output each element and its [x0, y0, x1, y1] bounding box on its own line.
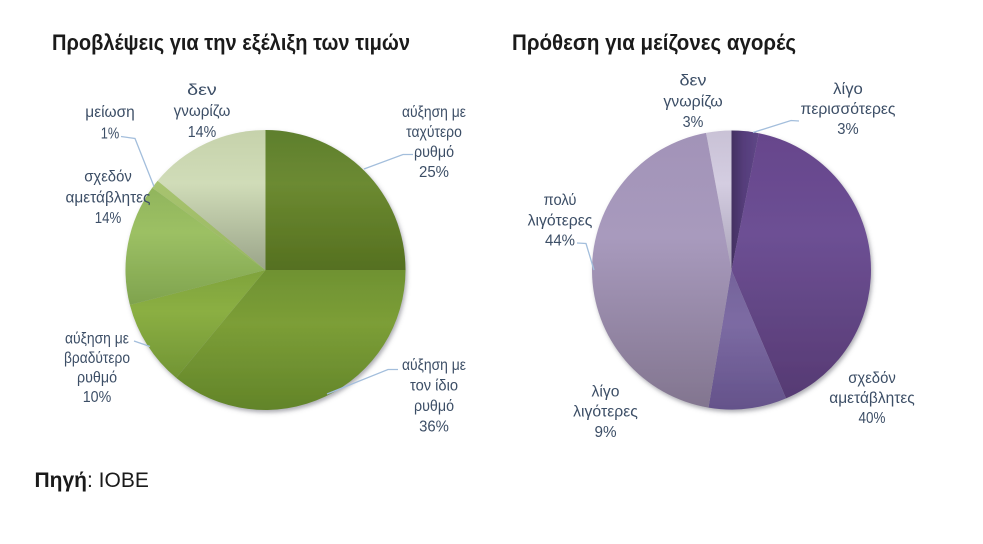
svg-text:λιγότερες: λιγότερες: [528, 213, 593, 230]
svg-text:τον ίδιο: τον ίδιο: [410, 378, 458, 395]
svg-text:γνωρίζω: γνωρίζω: [663, 94, 722, 111]
svg-text:14%: 14%: [95, 210, 122, 227]
svg-text:δεν: δεν: [187, 82, 217, 99]
svg-text:14%: 14%: [188, 124, 217, 141]
svg-text:Προβλέψεις για την εξέλιξη των: Προβλέψεις για την εξέλιξη των τιμών: [52, 30, 410, 55]
svg-text:Πηγή: ΙΟΒΕ: Πηγή: ΙΟΒΕ: [35, 469, 149, 492]
svg-text:σχεδόν: σχεδόν: [848, 370, 896, 387]
svg-text:1%: 1%: [101, 126, 120, 143]
svg-text:αύξηση με: αύξηση με: [402, 357, 466, 374]
svg-text:ρυθμό: ρυθμό: [77, 370, 117, 387]
svg-text:10%: 10%: [83, 389, 112, 406]
svg-text:ρυθμό: ρυθμό: [414, 398, 454, 415]
svg-text:μείωση: μείωση: [85, 104, 134, 121]
svg-text:λίγο: λίγο: [833, 81, 863, 98]
svg-text:αμετάβλητες: αμετάβλητες: [66, 190, 151, 207]
svg-text:αύξηση με: αύξηση με: [402, 104, 466, 121]
svg-text:βραδύτερο: βραδύτερο: [64, 350, 130, 367]
svg-text:αύξηση με: αύξηση με: [65, 331, 129, 348]
svg-text:περισσότερες: περισσότερες: [801, 101, 896, 118]
svg-text:44%: 44%: [545, 233, 575, 250]
svg-text:πολύ: πολύ: [544, 192, 577, 209]
svg-text:Πρόθεση για μείζονες αγορές: Πρόθεση για μείζονες αγορές: [512, 30, 796, 55]
svg-text:40%: 40%: [859, 410, 886, 427]
svg-text:σχεδόν: σχεδόν: [84, 169, 132, 186]
svg-text:ταχύτερο: ταχύτερο: [406, 124, 462, 141]
svg-text:ρυθμό: ρυθμό: [414, 144, 454, 161]
svg-text:36%: 36%: [419, 419, 449, 436]
svg-text:25%: 25%: [419, 164, 449, 181]
svg-text:3%: 3%: [837, 121, 859, 138]
svg-text:δεν: δεν: [680, 73, 707, 90]
svg-text:3%: 3%: [683, 114, 704, 131]
svg-text:λίγο: λίγο: [592, 384, 620, 401]
svg-text:αμετάβλητες: αμετάβλητες: [829, 390, 914, 407]
svg-text:γνωρίζω: γνωρίζω: [174, 103, 231, 120]
svg-text:λιγότερες: λιγότερες: [573, 404, 638, 421]
svg-text:9%: 9%: [594, 424, 616, 441]
